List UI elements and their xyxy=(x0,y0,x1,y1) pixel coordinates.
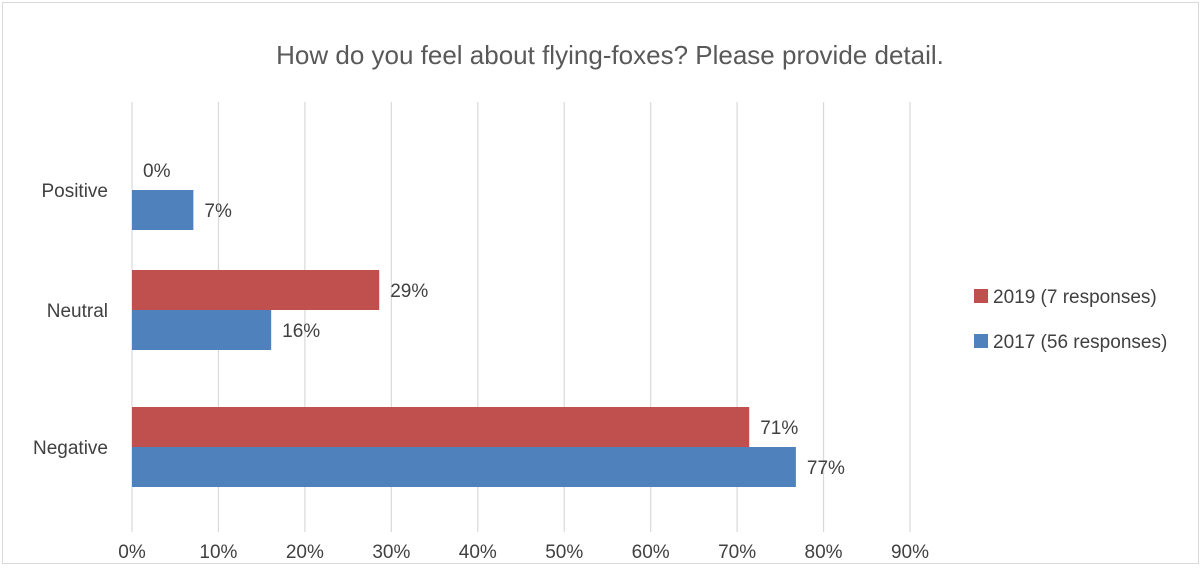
x-tick-label: 40% xyxy=(459,542,497,563)
x-tick-label: 0% xyxy=(118,542,146,563)
x-tick-labels: 0% 10% 20% 30% 40% 50% 60% 70% 80% 90% xyxy=(118,542,929,563)
legend-swatch xyxy=(974,334,988,348)
bar xyxy=(132,270,380,310)
x-tick-label: 50% xyxy=(545,542,583,563)
x-tick-label: 70% xyxy=(718,542,756,563)
x-tick-label: 30% xyxy=(372,542,410,563)
data-label: 77% xyxy=(807,458,845,479)
data-label: 16% xyxy=(282,321,320,342)
category-label: Neutral xyxy=(47,301,108,322)
legend: 2019 (7 responses) 2017 (56 responses) xyxy=(974,287,1167,353)
legend-swatch xyxy=(974,289,988,303)
bar xyxy=(132,407,750,447)
data-label: 0% xyxy=(143,161,171,182)
data-label: 29% xyxy=(390,281,428,302)
x-tick-label: 90% xyxy=(891,542,929,563)
data-label: 7% xyxy=(204,201,232,222)
bar xyxy=(132,190,194,230)
category-label: Positive xyxy=(41,181,108,202)
data-label: 71% xyxy=(760,418,798,439)
bar xyxy=(132,310,272,350)
x-tick-label: 60% xyxy=(632,542,670,563)
category-label: Negative xyxy=(33,438,108,459)
chart-title: How do you feel about flying-foxes? Plea… xyxy=(276,40,944,70)
bar xyxy=(132,447,796,487)
x-tick-label: 20% xyxy=(286,542,324,563)
legend-label: 2017 (56 responses) xyxy=(993,332,1167,353)
legend-label: 2019 (7 responses) xyxy=(993,287,1157,308)
x-tick-label: 80% xyxy=(805,542,843,563)
bars xyxy=(132,190,796,487)
data-labels: 0% 7% 29% 16% 71% 77% xyxy=(143,161,845,479)
category-labels: Positive Neutral Negative xyxy=(33,181,108,459)
x-tick-label: 10% xyxy=(199,542,237,563)
